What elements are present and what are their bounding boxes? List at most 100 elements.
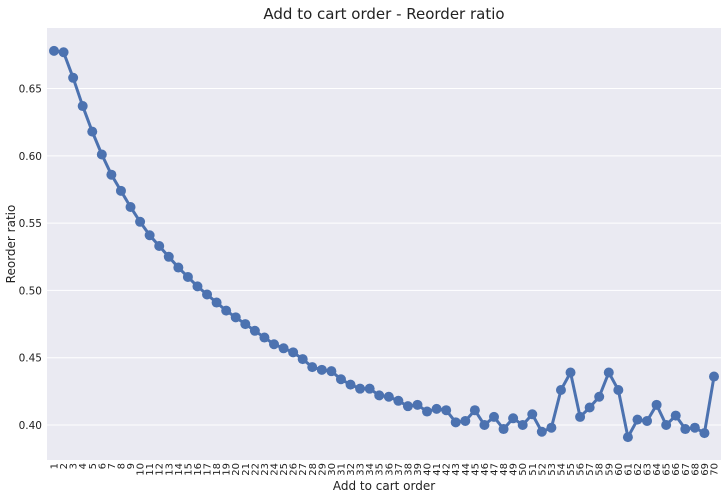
- data-point: [144, 230, 155, 241]
- x-tick-label: 51: [528, 463, 539, 476]
- x-tick-label: 20: [231, 463, 242, 476]
- x-tick-label: 26: [289, 463, 300, 476]
- x-tick-label: 36: [384, 463, 395, 476]
- data-point: [259, 332, 270, 343]
- data-point: [374, 390, 385, 401]
- data-point: [383, 391, 394, 402]
- data-point: [632, 414, 643, 425]
- x-tick-label: 32: [346, 463, 357, 476]
- x-tick-label: 50: [518, 463, 529, 476]
- x-tick-label: 35: [375, 463, 386, 476]
- x-tick-label: 66: [671, 463, 682, 476]
- y-tick-label: 0.60: [19, 151, 42, 163]
- data-point: [211, 297, 222, 308]
- x-tick-label: 64: [652, 463, 663, 476]
- data-point: [316, 364, 327, 375]
- data-point: [431, 403, 442, 414]
- x-tick-label: 31: [336, 463, 347, 476]
- x-tick-label: 27: [298, 463, 309, 476]
- x-tick-label: 37: [394, 463, 405, 476]
- y-tick-labels: 0.40 0.45 0.50 0.55 0.60 0.65: [19, 84, 42, 432]
- x-tick-label: 58: [595, 463, 606, 476]
- y-tick-label: 0.55: [19, 218, 42, 230]
- data-point: [680, 424, 691, 435]
- x-tick-label: 10: [136, 463, 147, 476]
- x-axis-label: Add to cart order: [333, 479, 435, 493]
- x-tick-label: 25: [279, 463, 290, 476]
- data-point: [441, 405, 452, 416]
- data-point: [221, 305, 232, 316]
- x-tick-label: 8: [116, 463, 127, 469]
- x-tick-label: 33: [356, 463, 367, 476]
- x-tick-labels: 1234567891011121314151617181920212223242…: [50, 463, 721, 476]
- x-tick-label: 55: [566, 463, 577, 476]
- y-tick-label: 0.50: [19, 285, 42, 297]
- x-tick-label: 57: [585, 463, 596, 476]
- x-tick-label: 59: [604, 463, 615, 476]
- data-point: [622, 432, 633, 443]
- x-tick-label: 3: [69, 463, 80, 469]
- x-tick-label: 23: [260, 463, 271, 476]
- x-tick-label: 6: [97, 463, 108, 469]
- data-point: [135, 216, 146, 227]
- data-point: [106, 169, 117, 180]
- x-tick-label: 14: [174, 463, 185, 476]
- x-tick-label: 15: [183, 463, 194, 476]
- x-tick-label: 24: [270, 463, 281, 476]
- data-point: [58, 47, 69, 58]
- x-tick-label: 11: [145, 463, 156, 476]
- y-tick-label: 0.45: [19, 353, 42, 365]
- data-point: [594, 391, 605, 402]
- x-tick-label: 40: [423, 463, 434, 476]
- x-tick-label: 9: [126, 463, 137, 469]
- data-points: [49, 45, 719, 443]
- data-point: [269, 339, 279, 350]
- data-point: [364, 383, 375, 394]
- x-tick-label: 42: [442, 463, 453, 476]
- data-point: [469, 405, 480, 416]
- x-tick-label: 44: [461, 463, 472, 476]
- data-point: [182, 271, 193, 282]
- data-point: [699, 428, 710, 439]
- y-tick-label: 0.65: [19, 84, 42, 96]
- data-point: [335, 374, 346, 385]
- data-point: [527, 409, 538, 420]
- data-point: [412, 399, 423, 410]
- x-tick-label: 49: [509, 463, 520, 476]
- data-point: [249, 325, 260, 336]
- x-tick-label: 5: [88, 463, 99, 469]
- data-point: [402, 401, 413, 412]
- x-tick-label: 4: [78, 463, 89, 469]
- x-tick-label: 18: [212, 463, 223, 476]
- data-point: [670, 410, 681, 421]
- data-point: [613, 385, 624, 396]
- data-point: [603, 367, 614, 378]
- chart-title: Add to cart order - Reorder ratio: [263, 5, 504, 23]
- grid-lines: [47, 88, 721, 426]
- data-point: [288, 347, 299, 358]
- x-tick-label: 38: [403, 463, 414, 476]
- x-tick-label: 53: [547, 463, 558, 476]
- x-tick-label: 7: [107, 463, 118, 469]
- x-tick-label: 61: [623, 463, 634, 476]
- x-tick-label: 65: [662, 463, 673, 476]
- data-point: [96, 149, 107, 160]
- x-tick-label: 12: [155, 463, 166, 476]
- x-tick-label: 70: [710, 463, 721, 476]
- x-tick-label: 41: [432, 463, 443, 476]
- data-point: [49, 45, 59, 56]
- x-tick-label: 13: [164, 463, 175, 476]
- data-point: [450, 417, 461, 428]
- x-tick-label: 69: [700, 463, 711, 476]
- data-point: [125, 201, 136, 212]
- data-point: [240, 319, 251, 330]
- data-point: [230, 312, 241, 323]
- data-point: [154, 241, 165, 252]
- data-point: [393, 395, 404, 406]
- data-point: [115, 185, 126, 196]
- x-tick-label: 60: [614, 463, 625, 476]
- data-point: [498, 424, 509, 435]
- x-tick-label: 16: [193, 463, 204, 476]
- data-point: [689, 422, 700, 433]
